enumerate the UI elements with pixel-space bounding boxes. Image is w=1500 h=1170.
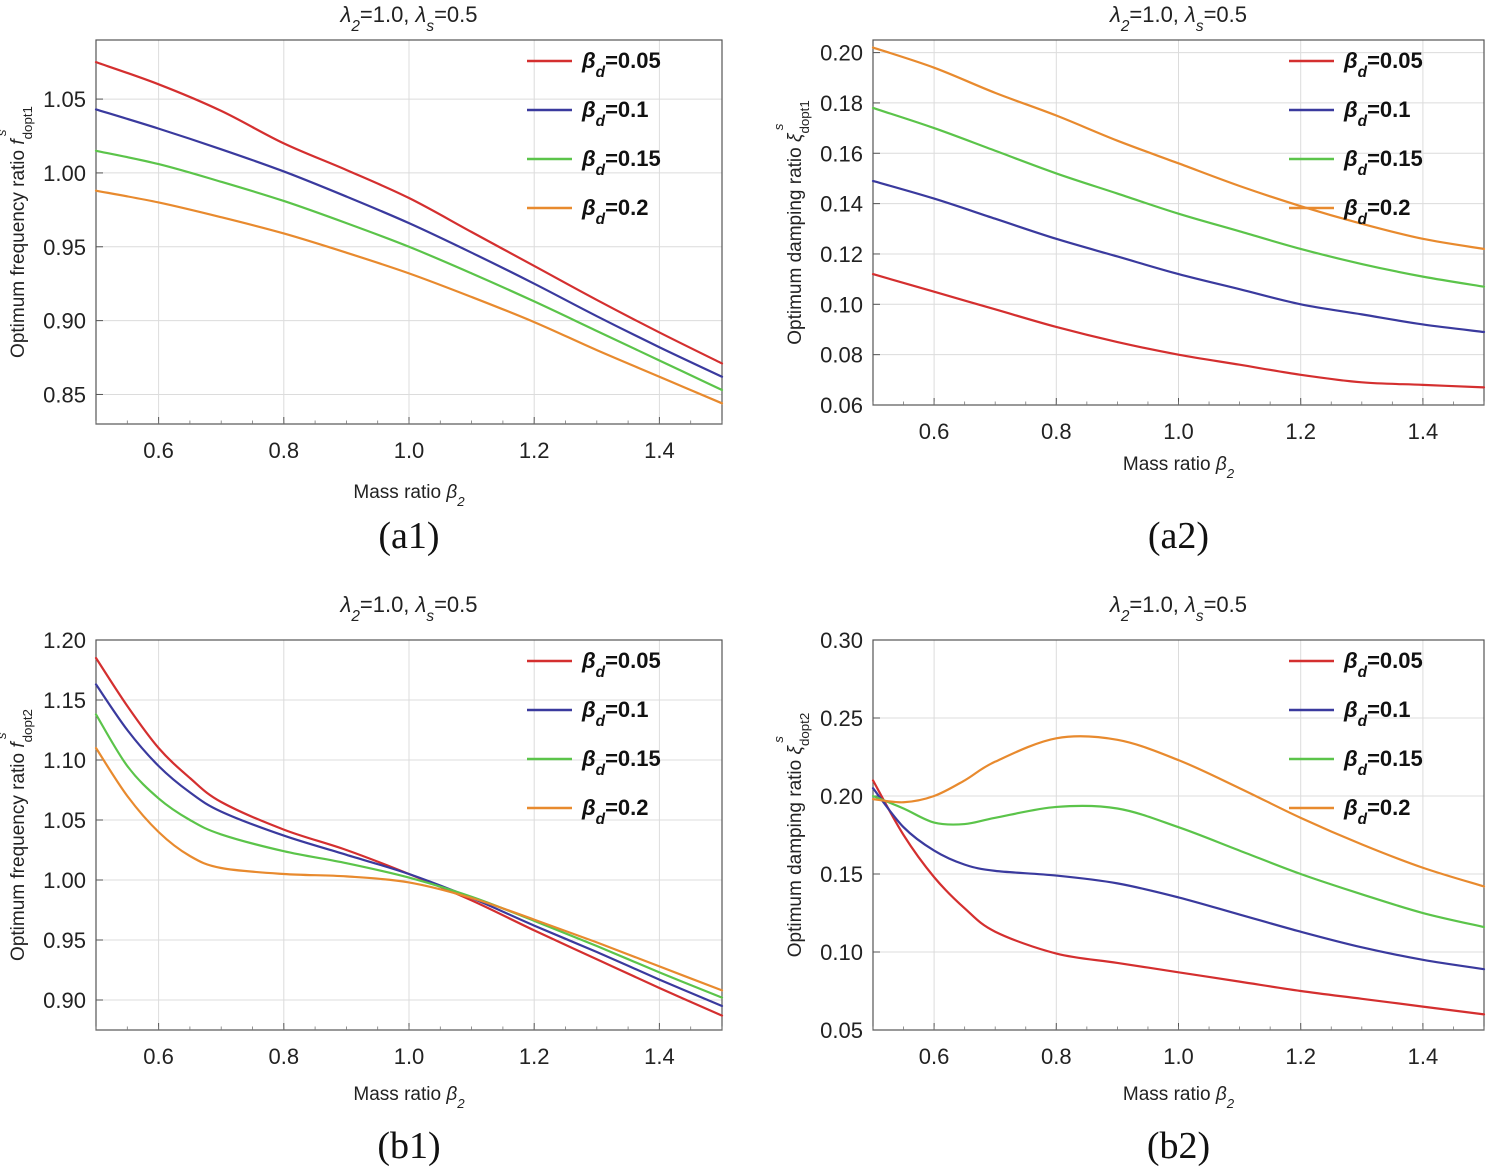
legend-label: βd=0.2 <box>581 795 649 828</box>
series-line-d0.1 <box>94 108 724 378</box>
y-tick-label: 0.10 <box>820 940 863 965</box>
series-line-d0.05 <box>871 779 1486 1016</box>
series-line-d0.1 <box>94 683 724 1008</box>
series-line-d0.2 <box>871 735 1486 888</box>
y-tick-label: 0.90 <box>43 988 86 1013</box>
series-line-d0.15 <box>871 794 1486 929</box>
series-line-d0.2 <box>94 746 724 992</box>
y-tick-label: 1.20 <box>43 628 86 653</box>
x-tick-label: 1.2 <box>1285 419 1316 444</box>
y-tick-label: 0.20 <box>820 41 863 66</box>
series-line-d0.1 <box>871 179 1486 334</box>
x-tick-label: 0.8 <box>1041 1044 1072 1069</box>
legend-label: βd=0.05 <box>581 48 661 81</box>
series-line-d0.05 <box>94 61 724 365</box>
y-tick-label: 0.30 <box>820 628 863 653</box>
chart-panel-b1: 0.6 0.8 1.0 1.2 1.4 0.90 0.95 1.00 1.05 1.10 1.15 1… <box>0 592 724 1167</box>
legend-label: βd=0.15 <box>581 146 661 179</box>
legend-label: βd=0.05 <box>1343 648 1423 681</box>
x-tick-label: 1.2 <box>519 438 550 463</box>
y-tick-label: 0.08 <box>820 343 863 368</box>
legend-label: βd=0.05 <box>581 648 661 681</box>
chart-panel-a2: 0.6 0.8 1.0 1.2 1.4 0.06 0.08 0.10 0.12 0.14 0.16 0… <box>771 2 1486 557</box>
y-tick-label: 0.18 <box>820 91 863 116</box>
legend-label: βd=0.1 <box>581 697 649 730</box>
y-tick-label: 0.12 <box>820 242 863 267</box>
x-axis-label: Mass ratio β2 <box>1123 454 1235 481</box>
series-line-d0.15 <box>871 106 1486 288</box>
x-tick-label: 0.6 <box>919 1044 950 1069</box>
y-tick-label: 0.05 <box>820 1018 863 1043</box>
y-tick-label: 0.90 <box>43 309 86 334</box>
x-axis-label: Mass ratio β2 <box>353 482 465 509</box>
x-tick-label: 0.6 <box>143 438 174 463</box>
y-tick-label: 0.06 <box>820 393 863 418</box>
legend-label: βd=0.15 <box>1343 746 1423 779</box>
x-tick-label: 1.4 <box>644 438 675 463</box>
x-tick-label: 1.2 <box>1285 1044 1316 1069</box>
legend-label: βd=0.2 <box>1343 195 1411 228</box>
x-tick-label: 1.4 <box>1408 1044 1439 1069</box>
chart-title: λ2=1.0, λs=0.5 <box>1109 2 1247 35</box>
y-tick-label: 1.10 <box>43 748 86 773</box>
series-line-d0.2 <box>94 189 724 405</box>
y-axis-label: Optimum frequency ratio fdopt1s <box>0 106 35 358</box>
panel-caption: (b1) <box>377 1125 440 1167</box>
y-tick-label: 0.95 <box>43 928 86 953</box>
y-tick-label: 1.00 <box>43 868 86 893</box>
x-axis-label: Mass ratio β2 <box>353 1084 465 1111</box>
y-tick-label: 0.14 <box>820 192 863 217</box>
y-tick-label: 0.95 <box>43 235 86 260</box>
y-tick-label: 0.20 <box>820 784 863 809</box>
x-tick-label: 1.2 <box>519 1044 550 1069</box>
y-axis-label: Optimum damping ratio ξdopt1s <box>771 100 812 345</box>
x-tick-label: 0.6 <box>919 419 950 444</box>
x-tick-label: 1.0 <box>1163 419 1194 444</box>
x-tick-label: 0.6 <box>143 1044 174 1069</box>
x-axis-label: Mass ratio β2 <box>1123 1084 1235 1111</box>
y-tick-label: 1.15 <box>43 688 86 713</box>
x-tick-label: 1.0 <box>394 438 425 463</box>
legend-label: βd=0.1 <box>1343 97 1411 130</box>
chart-panel-b2: 0.6 0.8 1.0 1.2 1.4 0.05 0.10 0.15 0.20 0.25 0.30 β… <box>771 592 1486 1167</box>
y-tick-label: 0.85 <box>43 382 86 407</box>
panel-caption: (a2) <box>1148 515 1209 557</box>
legend-label: βd=0.1 <box>581 97 649 130</box>
x-tick-label: 1.4 <box>1408 419 1439 444</box>
x-tick-label: 0.8 <box>269 1044 300 1069</box>
y-tick-label: 1.05 <box>43 87 86 112</box>
panel-caption: (a1) <box>378 515 439 557</box>
series-line-d0.05 <box>871 273 1486 389</box>
legend-label: βd=0.2 <box>581 195 649 228</box>
chart-title: λ2=1.0, λs=0.5 <box>339 592 477 625</box>
y-tick-label: 0.16 <box>820 141 863 166</box>
x-tick-label: 1.4 <box>644 1044 675 1069</box>
y-tick-label: 1.05 <box>43 808 86 833</box>
legend-label: βd=0.15 <box>581 746 661 779</box>
y-tick-label: 0.15 <box>820 862 863 887</box>
y-tick-label: 0.10 <box>820 292 863 317</box>
series-line-d0.1 <box>871 787 1486 971</box>
panel-caption: (b2) <box>1147 1125 1210 1167</box>
x-tick-label: 0.8 <box>269 438 300 463</box>
series-line-d0.15 <box>94 149 724 392</box>
y-tick-label: 1.00 <box>43 161 86 186</box>
x-tick-label: 0.8 <box>1041 419 1072 444</box>
y-axis-label: Optimum frequency ratio fdopt2s <box>0 709 35 961</box>
chart-title: λ2=1.0, λs=0.5 <box>339 2 477 35</box>
legend-label: βd=0.1 <box>1343 697 1411 730</box>
x-tick-label: 1.0 <box>1163 1044 1194 1069</box>
legend-label: βd=0.15 <box>1343 146 1423 179</box>
y-tick-label: 0.25 <box>820 706 863 731</box>
x-tick-label: 1.0 <box>394 1044 425 1069</box>
series-line-d0.15 <box>94 713 724 999</box>
chart-panel-a1: 0.6 0.8 1.0 1.2 1.4 0.85 0.90 0.95 1.00 1.05 βd=0.… <box>0 2 724 557</box>
y-axis-label: Optimum damping ratio ξdopt2s <box>771 713 812 958</box>
legend-label: βd=0.05 <box>1343 48 1423 81</box>
legend-label: βd=0.2 <box>1343 795 1411 828</box>
series-line-d0.2 <box>871 46 1486 251</box>
series-line-d0.05 <box>94 656 724 1017</box>
chart-title: λ2=1.0, λs=0.5 <box>1109 592 1247 625</box>
